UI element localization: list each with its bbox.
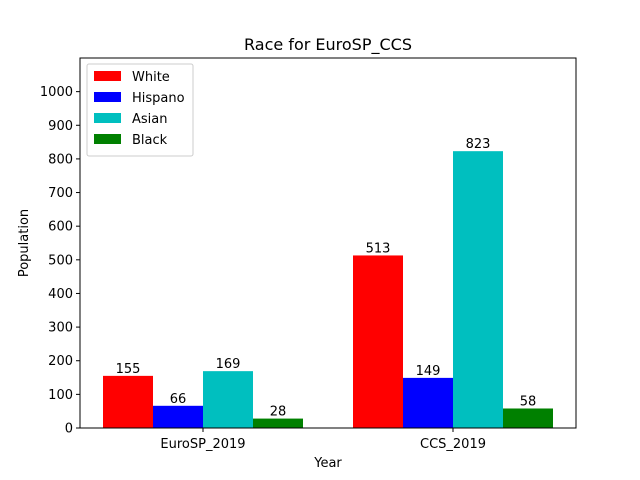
bar-hispano-eurosp_2019	[153, 405, 203, 428]
bar-value-label: 58	[520, 394, 537, 409]
y-tick-label: 100	[48, 388, 73, 403]
x-axis: EuroSP_2019 CCS_2019	[160, 428, 486, 452]
legend-swatch-black	[94, 134, 121, 144]
bar-black-eurosp_2019	[253, 418, 303, 428]
x-tick-label: EuroSP_2019	[160, 437, 245, 452]
y-tick-label: 500	[48, 253, 73, 268]
legend-label-hispano: Hispano	[132, 91, 185, 106]
legend-label-asian: Asian	[132, 112, 167, 127]
bar-black-ccs_2019	[503, 408, 553, 428]
bar-asian-eurosp_2019	[203, 371, 253, 428]
bar-value-label: 823	[466, 137, 491, 152]
plot-area: 155 66 169 28 513 149 823 58	[103, 137, 553, 428]
legend-label-black: Black	[132, 133, 168, 148]
legend-label-white: White	[132, 70, 170, 85]
bar-value-label: 149	[416, 364, 441, 379]
bar-hispano-ccs_2019	[403, 377, 453, 428]
bar-white-ccs_2019	[353, 255, 403, 428]
legend: White Hispano Asian Black	[86, 63, 194, 157]
plot-frame	[79, 57, 577, 429]
y-tick-label: 300	[48, 321, 73, 336]
y-tick-label: 900	[48, 119, 73, 134]
bar-value-label: 66	[170, 392, 187, 407]
bar-asian-ccs_2019	[453, 151, 503, 428]
bar-value-label: 155	[116, 362, 141, 377]
y-tick-label: 1000	[40, 85, 73, 100]
bar-value-label: 28	[270, 405, 287, 420]
y-axis-title: Population	[17, 209, 32, 277]
y-tick-label: 700	[48, 186, 73, 201]
bar-value-label: 169	[216, 357, 241, 372]
legend-swatch-white	[94, 71, 121, 81]
legend-swatch-hispano	[94, 92, 121, 102]
bar-value-label: 513	[366, 241, 391, 256]
y-tick-label: 800	[48, 152, 73, 167]
y-tick-label: 600	[48, 220, 73, 235]
y-axis: 0 100 200 300 400 500 600 700 800 900 1000	[40, 85, 80, 437]
y-tick-label: 0	[65, 422, 73, 437]
y-tick-label: 400	[48, 287, 73, 302]
chart-title: Race for EuroSP_CCS	[244, 35, 412, 55]
x-axis-title: Year	[313, 456, 342, 471]
x-tick-label: CCS_2019	[420, 437, 486, 452]
bar-white-eurosp_2019	[103, 375, 153, 428]
legend-swatch-asian	[94, 113, 121, 123]
y-tick-label: 200	[48, 354, 73, 369]
legend-box	[86, 63, 194, 157]
